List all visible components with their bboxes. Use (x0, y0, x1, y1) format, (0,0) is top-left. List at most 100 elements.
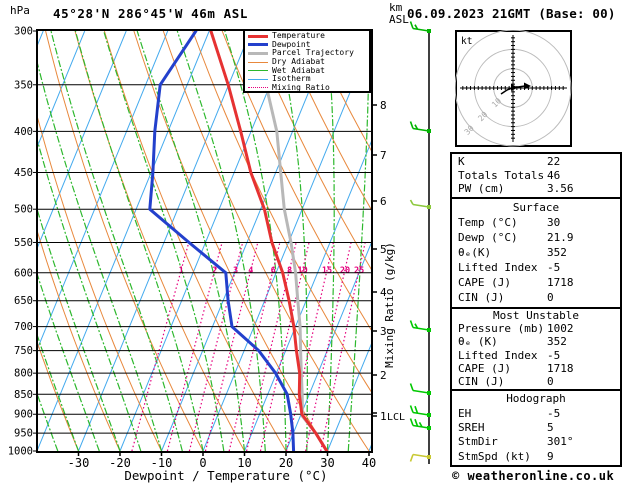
isotherm-line (202, 39, 371, 452)
mixing-ratio-label: 15 (322, 266, 332, 276)
wet-adiabat-swatch (248, 70, 268, 72)
table-row: CAPE (J) 1718 (452, 277, 620, 289)
legend-item: Dewpoint (248, 39, 369, 50)
table-row: Lifted Index -5 (452, 262, 620, 274)
legend-item: Mixing Ratio (248, 82, 369, 93)
row-label: CIN (J) (458, 291, 505, 304)
page-title: 45°28'N 286°45'W 46m ASL (53, 6, 249, 21)
temp-tick-label: 40 (362, 456, 376, 470)
pressure-axis-unit: hPa (10, 4, 30, 17)
pressure-tick-label: 300 (14, 26, 33, 38)
row-value: 1718 (547, 276, 574, 289)
legend-item: Dry Adiabat (248, 58, 369, 67)
row-value: 22 (547, 154, 561, 168)
isotherm-line (285, 242, 371, 452)
skewt-chart: 1 2 3 4 6 8 10 15 20 2530035040045050055060065070… (0, 21, 431, 483)
km-tick-label: 3 (380, 325, 387, 338)
wet-adiabat-line (347, 31, 370, 452)
dry-adiabat-line (251, 31, 371, 270)
pressure-tick-label: 950 (14, 428, 33, 440)
pressure-tick-label: 1000 (8, 446, 33, 458)
legend: Temperature Dewpoint Parcel Trajectory D… (243, 29, 371, 93)
wind-barb (409, 418, 431, 430)
wet-adiabat-line (38, 335, 80, 452)
table-row: Totals Totals 46 (452, 169, 620, 182)
wind-barb (409, 21, 431, 33)
mixing-ratio-axis-label: Mixing Ratio (g/kg) (383, 242, 396, 368)
km-tick-label: 4 (380, 286, 387, 299)
row-label: CAPE (J) (458, 276, 511, 289)
wet-adiabat-line (38, 274, 100, 452)
km-tick-label: 5 (380, 243, 387, 256)
pressure-tick-label: 700 (14, 321, 33, 333)
isotherm-line (244, 141, 371, 452)
legend-label: Dewpoint (272, 39, 311, 49)
row-value: 0 (547, 291, 554, 304)
mixing-ratio-line (204, 242, 259, 452)
pressure-tick-label: 450 (14, 167, 33, 179)
table-row: CAPE (J) 1718 (452, 362, 620, 375)
dry-adiabat-line (38, 343, 79, 452)
x-axis-title: Dewpoint / Temperature (°C) (124, 468, 327, 483)
isotherm-line (161, 31, 335, 452)
table-row: StmDir 301° (452, 436, 620, 448)
isotherm-line (119, 31, 293, 452)
hodograph-ring (455, 30, 572, 147)
row-value: 352 (547, 335, 567, 349)
plot-border (36, 29, 373, 453)
wind-barb (409, 199, 431, 209)
altitude-unit-asl: ASL (389, 13, 409, 26)
dry-adiabat-line (280, 31, 371, 211)
wet-adiabat-line (50, 31, 183, 452)
km-tick-label: 8 (380, 99, 387, 112)
mixing-ratio-label: 2 (212, 266, 217, 276)
dewpoint-curve (148, 31, 296, 453)
pressure-tick-label: 900 (14, 409, 33, 421)
pressure-tick-label: 350 (14, 79, 33, 91)
pressure-tick-label: 400 (14, 126, 33, 138)
isotherm-line (38, 31, 169, 349)
row-label: CIN (J) (458, 374, 505, 388)
table-row: K 22 (452, 154, 620, 168)
temp-tick-label: 20 (279, 456, 293, 470)
table-row: EH -5 (452, 407, 620, 420)
table-row: CIN (J) 0 (452, 374, 620, 388)
legend-label: Mixing Ratio (272, 82, 330, 92)
mixing-ratio-label: 3 (233, 266, 238, 276)
pressure-tick-label: 850 (14, 389, 33, 401)
section-header: Most Unstable (492, 309, 580, 323)
table-row: PW (cm) 3.56 (452, 183, 620, 195)
row-value: 301° (547, 435, 574, 449)
temp-tick-label: -20 (109, 456, 131, 470)
row-label: StmSpd (kt) (458, 449, 531, 463)
wet-adiabat-line (176, 31, 266, 452)
altitude-unit-km: km (389, 1, 403, 14)
row-label: Lifted Index (458, 348, 538, 362)
wet-adiabat-line (103, 31, 225, 452)
most-unstable-box: Most Unstable Pressure (mb) 1002 θₑ (K) 35… (450, 307, 622, 391)
dry-adiabat-line (103, 31, 287, 452)
row-label: K (458, 154, 465, 168)
table-row: StmSpd (kt) 9 (452, 449, 620, 463)
row-value: 30 (547, 216, 561, 229)
row-value: 3.56 (547, 182, 574, 196)
wind-barb (409, 405, 431, 417)
pressure-tick-label: 750 (14, 345, 33, 357)
temp-tick-label: 10 (237, 456, 251, 470)
mixing-ratio-line (259, 242, 310, 452)
legend-item: Temperature (248, 32, 369, 41)
table-row: SREH 5 (452, 421, 620, 434)
isotherm-line (78, 31, 252, 452)
mixing-ratio-line (131, 242, 190, 452)
table-row: θₑ(K) 352 (452, 247, 620, 259)
legend-label: Isotherm (272, 74, 311, 84)
table-row: Lifted Index -5 (452, 348, 620, 362)
mixing-ratio-label: 4 (248, 266, 253, 276)
section-header: Hodograph (506, 392, 566, 406)
row-label: Dewp (°C) (458, 231, 518, 244)
wet-adiabat-line (38, 140, 142, 452)
mixing-ratio-swatch (248, 87, 268, 89)
section-header: Surface (512, 201, 560, 214)
isotherm-line (0, 31, 2, 451)
